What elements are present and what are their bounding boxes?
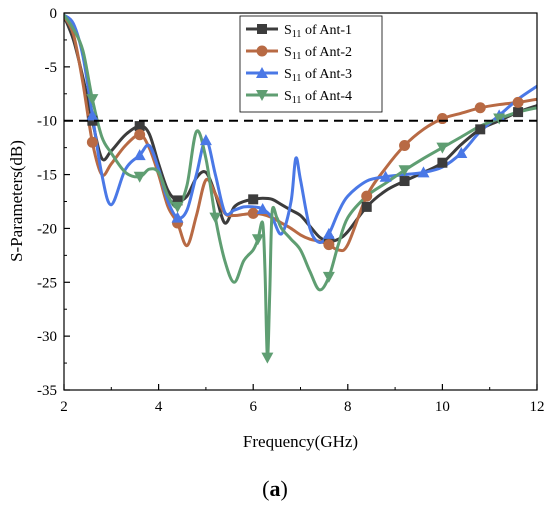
x-tick-label: 2 (60, 399, 68, 415)
caption-open: ( (262, 476, 270, 501)
y-tick-label: 0 (50, 6, 58, 22)
series-marker-ant-2 (134, 129, 146, 141)
x-tick-label: 4 (155, 399, 163, 415)
legend-label-ant-3: S11 of Ant-3 (284, 67, 352, 84)
x-tick-label: 8 (344, 399, 352, 415)
caption-letter: a (269, 476, 281, 501)
series-marker-ant-1 (172, 195, 183, 206)
y-tick-label: -25 (37, 275, 57, 291)
series-marker-ant-2 (86, 136, 98, 148)
legend-marker-ant-3 (256, 67, 268, 78)
series-marker-ant-3 (133, 149, 146, 161)
figure-caption: (a) (0, 476, 550, 502)
series-marker-ant-3 (379, 170, 392, 182)
x-axis-title: Frequency(GHz) (243, 432, 358, 451)
series-marker-ant-4 (251, 234, 264, 246)
series-marker-ant-4 (171, 201, 184, 213)
series-marker-ant-4 (209, 212, 222, 224)
y-tick-label: -30 (37, 329, 57, 345)
legend: S11 of Ant-1 S11 of Ant-2 S11 of Ant-3 S11 … (239, 15, 383, 113)
legend-label-ant-1: S11 of Ant-1 (284, 23, 352, 40)
y-axis-title: S-Parameters(dB) (7, 140, 26, 262)
series-marker-ant-3 (455, 147, 468, 159)
series-marker-ant-4 (133, 171, 146, 183)
y-tick-label: -35 (37, 383, 57, 399)
series-marker-ant-3 (322, 227, 335, 239)
y-tick-label: -5 (45, 60, 58, 76)
series-marker-ant-2 (399, 139, 411, 151)
series-marker-ant-1 (437, 157, 448, 168)
series-marker-ant-1 (87, 115, 98, 126)
series-marker-ant-3 (171, 211, 184, 223)
marker-layer (86, 94, 524, 364)
series-marker-ant-4 (261, 352, 274, 364)
series-marker-ant-4 (86, 94, 99, 106)
y-tick-label: -20 (37, 221, 57, 237)
series-marker-ant-1 (248, 194, 259, 205)
series-marker-ant-4 (436, 142, 449, 154)
series-marker-ant-3 (417, 166, 430, 178)
series-marker-ant-2 (323, 239, 335, 251)
legend-label-ant-2: S11 of Ant-2 (284, 45, 352, 62)
axis-ticks: 2 4 6 8 10 12 0 -5 -10 -15 -20 -25 -30 -35 (37, 6, 545, 415)
series-marker-ant-3 (256, 203, 269, 215)
series-marker-ant-4 (322, 271, 335, 283)
series-marker-ant-1 (399, 176, 410, 187)
x-tick-label: 6 (249, 399, 257, 415)
legend-marker-ant-4 (256, 90, 268, 101)
series-marker-ant-2 (247, 207, 259, 219)
y-tick-label: -10 (37, 114, 57, 130)
legend-label-ant-4: S11 of Ant-4 (284, 89, 352, 106)
series-marker-ant-3 (86, 109, 99, 121)
y-tick-label: -15 (37, 168, 57, 184)
series-marker-ant-2 (474, 102, 486, 114)
legend-marker-ant-1 (257, 24, 267, 34)
series-marker-ant-1 (134, 121, 145, 132)
series-marker-ant-2 (512, 96, 524, 108)
x-tick-label: 12 (530, 399, 545, 415)
legend-marker-ant-2 (256, 45, 268, 57)
series-marker-ant-1 (361, 201, 372, 212)
caption-close: ) (280, 476, 288, 501)
series-marker-ant-1 (513, 107, 524, 118)
series-marker-ant-1 (475, 124, 486, 135)
series-marker-ant-4 (493, 113, 506, 125)
series-marker-ant-2 (436, 113, 448, 125)
series-marker-ant-4 (398, 165, 411, 177)
series-marker-ant-3 (199, 134, 212, 146)
series-marker-ant-2 (361, 190, 373, 202)
x-tick-label: 10 (435, 399, 450, 415)
